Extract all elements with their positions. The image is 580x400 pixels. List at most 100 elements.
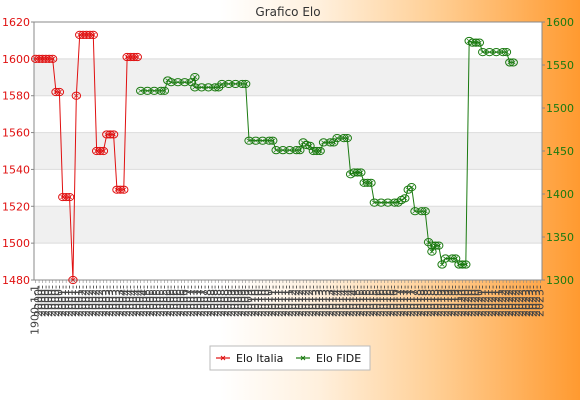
x-tick-label: 2011- <box>279 285 292 317</box>
data-point-cross <box>317 148 323 154</box>
data-point <box>400 194 410 203</box>
data-point <box>362 178 373 187</box>
data-point <box>115 185 126 194</box>
legend-marker <box>300 355 306 361</box>
data-point <box>356 168 366 177</box>
data-point <box>119 185 129 194</box>
x-tick-label: 2008- <box>208 285 221 317</box>
data-point <box>224 79 234 89</box>
x-tick-label: 2006- <box>174 285 187 317</box>
x-tick-label: 2006- <box>164 285 177 317</box>
x-tick-label: 2007- <box>188 285 201 317</box>
data-point <box>196 83 207 92</box>
data-point <box>68 275 78 285</box>
x-tick-label: 2009- <box>232 285 245 317</box>
x-tick-label: 2007- <box>198 285 211 317</box>
data-point-cross <box>358 170 364 175</box>
data-point <box>295 146 305 155</box>
data-point <box>257 136 268 145</box>
x-tick-label: 2009- <box>235 285 248 317</box>
data-point-cross <box>443 256 448 261</box>
y-right-tick-label: 1300 <box>546 274 574 287</box>
x-tick-label: 2008- <box>212 285 225 317</box>
y-left-tick-label: 1620 <box>2 16 30 29</box>
y-right-tick-label: 1450 <box>546 145 574 158</box>
data-point <box>315 146 325 156</box>
data-point-cross <box>368 180 374 185</box>
data-point <box>190 83 200 92</box>
data-point <box>264 136 275 145</box>
data-point-cross <box>297 148 303 153</box>
y-left-tick-label: 1600 <box>2 53 30 66</box>
x-tick-label: 2004- <box>117 285 130 317</box>
data-point <box>427 241 437 250</box>
series-elo-fide <box>135 36 518 269</box>
x-tick-label: 2014- <box>337 285 350 317</box>
legend: Elo Italia Elo FIDE <box>209 345 371 371</box>
x-tick-label: 2013- <box>306 285 319 317</box>
data-point <box>359 178 369 187</box>
data-point-cross <box>493 50 499 55</box>
series-elo-italia <box>30 30 142 285</box>
data-point <box>308 146 319 156</box>
x-tick-label: 2006- <box>171 285 184 317</box>
x-tick-label: 2022- <box>510 285 523 317</box>
data-point-cross <box>168 80 174 85</box>
data-point <box>166 78 176 87</box>
data-point <box>81 30 92 40</box>
x-tick-label: 2010- <box>245 285 258 317</box>
x-tick-label: 2017- <box>391 285 404 317</box>
data-point <box>325 138 336 147</box>
data-point <box>369 198 380 207</box>
y-right-tick-label: 1550 <box>546 59 574 72</box>
x-tick-label: 2008- <box>201 285 214 317</box>
data-point-cross <box>90 32 96 37</box>
data-point <box>230 79 241 89</box>
x-tick-label: 2005- <box>154 285 167 317</box>
x-tick-label: 2016- <box>378 285 391 317</box>
data-point-cross <box>111 132 117 137</box>
data-point <box>278 146 288 155</box>
x-tick-label: 2001- <box>56 285 69 317</box>
x-tick-label: 2012- <box>303 285 316 317</box>
x-tick-label: 2019- <box>432 285 445 317</box>
data-point-cross <box>192 85 198 90</box>
data-point <box>284 146 295 155</box>
data-point <box>54 87 65 97</box>
y-left-tick-label: 1520 <box>2 200 30 213</box>
data-point <box>501 48 512 57</box>
data-point-cross <box>412 209 418 214</box>
data-point <box>129 52 139 62</box>
x-tick-label: 2015- <box>354 285 367 317</box>
data-point <box>91 146 102 156</box>
data-point-cross <box>344 136 350 141</box>
data-point-cross <box>189 80 194 85</box>
data-point <box>457 260 468 269</box>
data-point <box>376 198 386 207</box>
legend-label: Elo FIDE <box>316 352 361 365</box>
x-tick-label: 2014- <box>333 285 346 317</box>
data-point-cross <box>402 196 408 201</box>
x-tick-label: 2001- <box>69 285 82 317</box>
data-point-cross <box>216 85 221 90</box>
x-tick-label: 2020- <box>459 285 472 317</box>
data-point <box>61 192 71 202</box>
x-tick-label: 2022- <box>503 285 516 317</box>
data-point-cross <box>409 185 415 190</box>
data-point-cross <box>510 60 516 65</box>
x-tick-label: 2019- <box>442 285 455 317</box>
x-tick-label: 2007- <box>191 285 204 317</box>
data-point <box>105 130 115 139</box>
x-tick-label: 2023- <box>516 285 529 317</box>
data-point <box>159 86 170 95</box>
data-point <box>149 86 159 95</box>
x-tick-label: 2013- <box>310 285 323 317</box>
x-tick-label: 2006- <box>161 285 174 317</box>
x-tick-label: 2021- <box>483 285 496 317</box>
grid-band <box>34 58 542 96</box>
x-tick-label: 2000- <box>42 285 55 317</box>
data-point <box>467 38 478 47</box>
x-tick-label: 2015- <box>364 285 377 317</box>
x-tick-label: 2004- <box>137 285 150 317</box>
